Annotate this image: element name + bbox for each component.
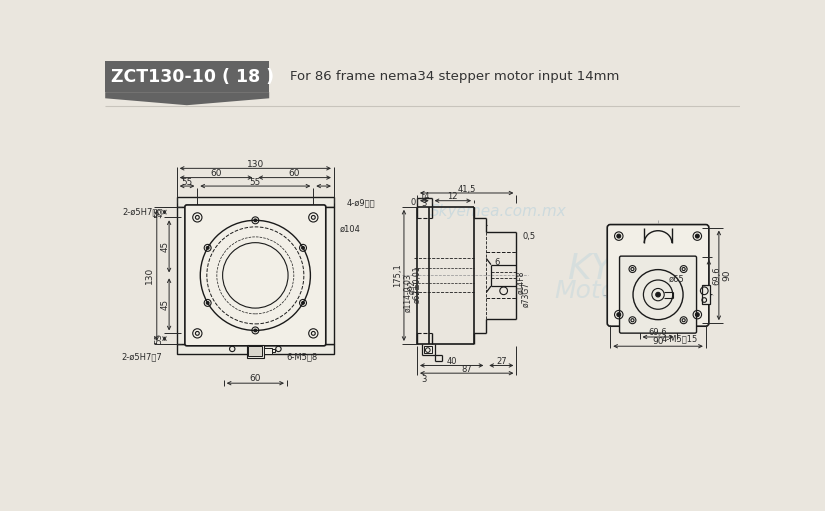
Text: 41,5: 41,5 bbox=[458, 184, 476, 194]
Text: 60: 60 bbox=[210, 169, 222, 178]
Bar bbox=[177, 197, 334, 207]
Bar bbox=[105, 61, 269, 92]
Circle shape bbox=[302, 246, 304, 249]
Text: 14: 14 bbox=[419, 192, 430, 201]
Text: 55: 55 bbox=[182, 178, 193, 187]
Polygon shape bbox=[105, 92, 269, 105]
Text: ZCT130-10 ( 18 ): ZCT130-10 ( 18 ) bbox=[111, 68, 275, 86]
Circle shape bbox=[196, 332, 200, 335]
Circle shape bbox=[695, 234, 700, 238]
Text: ø92: ø92 bbox=[408, 280, 417, 294]
Text: 6: 6 bbox=[494, 258, 499, 267]
Circle shape bbox=[206, 301, 209, 304]
Circle shape bbox=[311, 332, 315, 335]
Text: 69,6: 69,6 bbox=[648, 328, 667, 337]
Text: 90: 90 bbox=[653, 337, 664, 346]
Text: 0,5: 0,5 bbox=[522, 231, 535, 241]
Bar bbox=[177, 207, 186, 344]
Circle shape bbox=[631, 267, 634, 271]
Text: 90: 90 bbox=[722, 270, 731, 281]
Text: 27: 27 bbox=[496, 357, 507, 366]
Bar bbox=[248, 346, 262, 356]
Text: 4-ø9通孔: 4-ø9通孔 bbox=[346, 198, 375, 207]
Circle shape bbox=[617, 313, 620, 317]
Circle shape bbox=[196, 216, 200, 219]
Circle shape bbox=[656, 292, 660, 297]
Circle shape bbox=[254, 329, 257, 332]
Text: ø104: ø104 bbox=[340, 225, 361, 234]
Text: 55: 55 bbox=[154, 333, 163, 344]
Text: 12: 12 bbox=[448, 192, 458, 201]
Text: ø14F8: ø14F8 bbox=[516, 271, 526, 294]
Text: 45: 45 bbox=[161, 299, 170, 310]
Text: 60: 60 bbox=[289, 169, 300, 178]
Text: Motor: Motor bbox=[554, 279, 626, 303]
Text: 4-M5混15: 4-M5混15 bbox=[662, 334, 698, 343]
Bar bbox=[424, 346, 431, 353]
Circle shape bbox=[302, 301, 304, 304]
Circle shape bbox=[682, 267, 686, 271]
Text: 130: 130 bbox=[144, 267, 153, 284]
Circle shape bbox=[695, 313, 700, 317]
Text: 87: 87 bbox=[461, 365, 472, 374]
Text: ø73G7: ø73G7 bbox=[522, 282, 530, 307]
Text: 40: 40 bbox=[446, 357, 457, 366]
FancyBboxPatch shape bbox=[185, 205, 326, 346]
Circle shape bbox=[682, 319, 686, 322]
Circle shape bbox=[652, 289, 664, 301]
Text: 0: 0 bbox=[410, 198, 416, 207]
Text: 60: 60 bbox=[250, 374, 261, 383]
Bar bbox=[271, 349, 276, 353]
Text: 2-ø5H7通孔: 2-ø5H7通孔 bbox=[122, 207, 163, 216]
Text: 45: 45 bbox=[161, 241, 170, 252]
Text: 6-M5混8: 6-M5混8 bbox=[286, 353, 318, 361]
Text: 55: 55 bbox=[250, 178, 261, 187]
Text: ø62±0,01: ø62±0,01 bbox=[412, 266, 422, 304]
Circle shape bbox=[617, 234, 620, 238]
Text: 130: 130 bbox=[247, 160, 264, 169]
Bar bbox=[264, 348, 271, 354]
Circle shape bbox=[311, 216, 315, 219]
Bar bbox=[247, 345, 264, 358]
Bar bbox=[702, 285, 709, 304]
Text: ø65: ø65 bbox=[669, 275, 685, 284]
Text: 175,1: 175,1 bbox=[394, 264, 403, 287]
Bar bbox=[177, 344, 334, 354]
Circle shape bbox=[631, 319, 634, 322]
Text: 3: 3 bbox=[421, 375, 427, 384]
Text: 55: 55 bbox=[154, 206, 163, 218]
Text: KY: KY bbox=[568, 252, 613, 286]
Text: 2-ø5H7混7: 2-ø5H7混7 bbox=[122, 353, 163, 361]
Text: 69,6: 69,6 bbox=[712, 266, 721, 285]
Circle shape bbox=[206, 246, 209, 249]
FancyBboxPatch shape bbox=[607, 224, 709, 326]
Text: 3: 3 bbox=[421, 198, 427, 207]
Text: Skyemea.com.mx: Skyemea.com.mx bbox=[430, 204, 566, 219]
Bar bbox=[324, 207, 334, 344]
Text: For 86 frame nema34 stepper motor input 14mm: For 86 frame nema34 stepper motor input … bbox=[290, 70, 620, 83]
Circle shape bbox=[254, 219, 257, 222]
Text: ø114-0,03: ø114-0,03 bbox=[403, 273, 412, 312]
FancyBboxPatch shape bbox=[620, 256, 696, 333]
